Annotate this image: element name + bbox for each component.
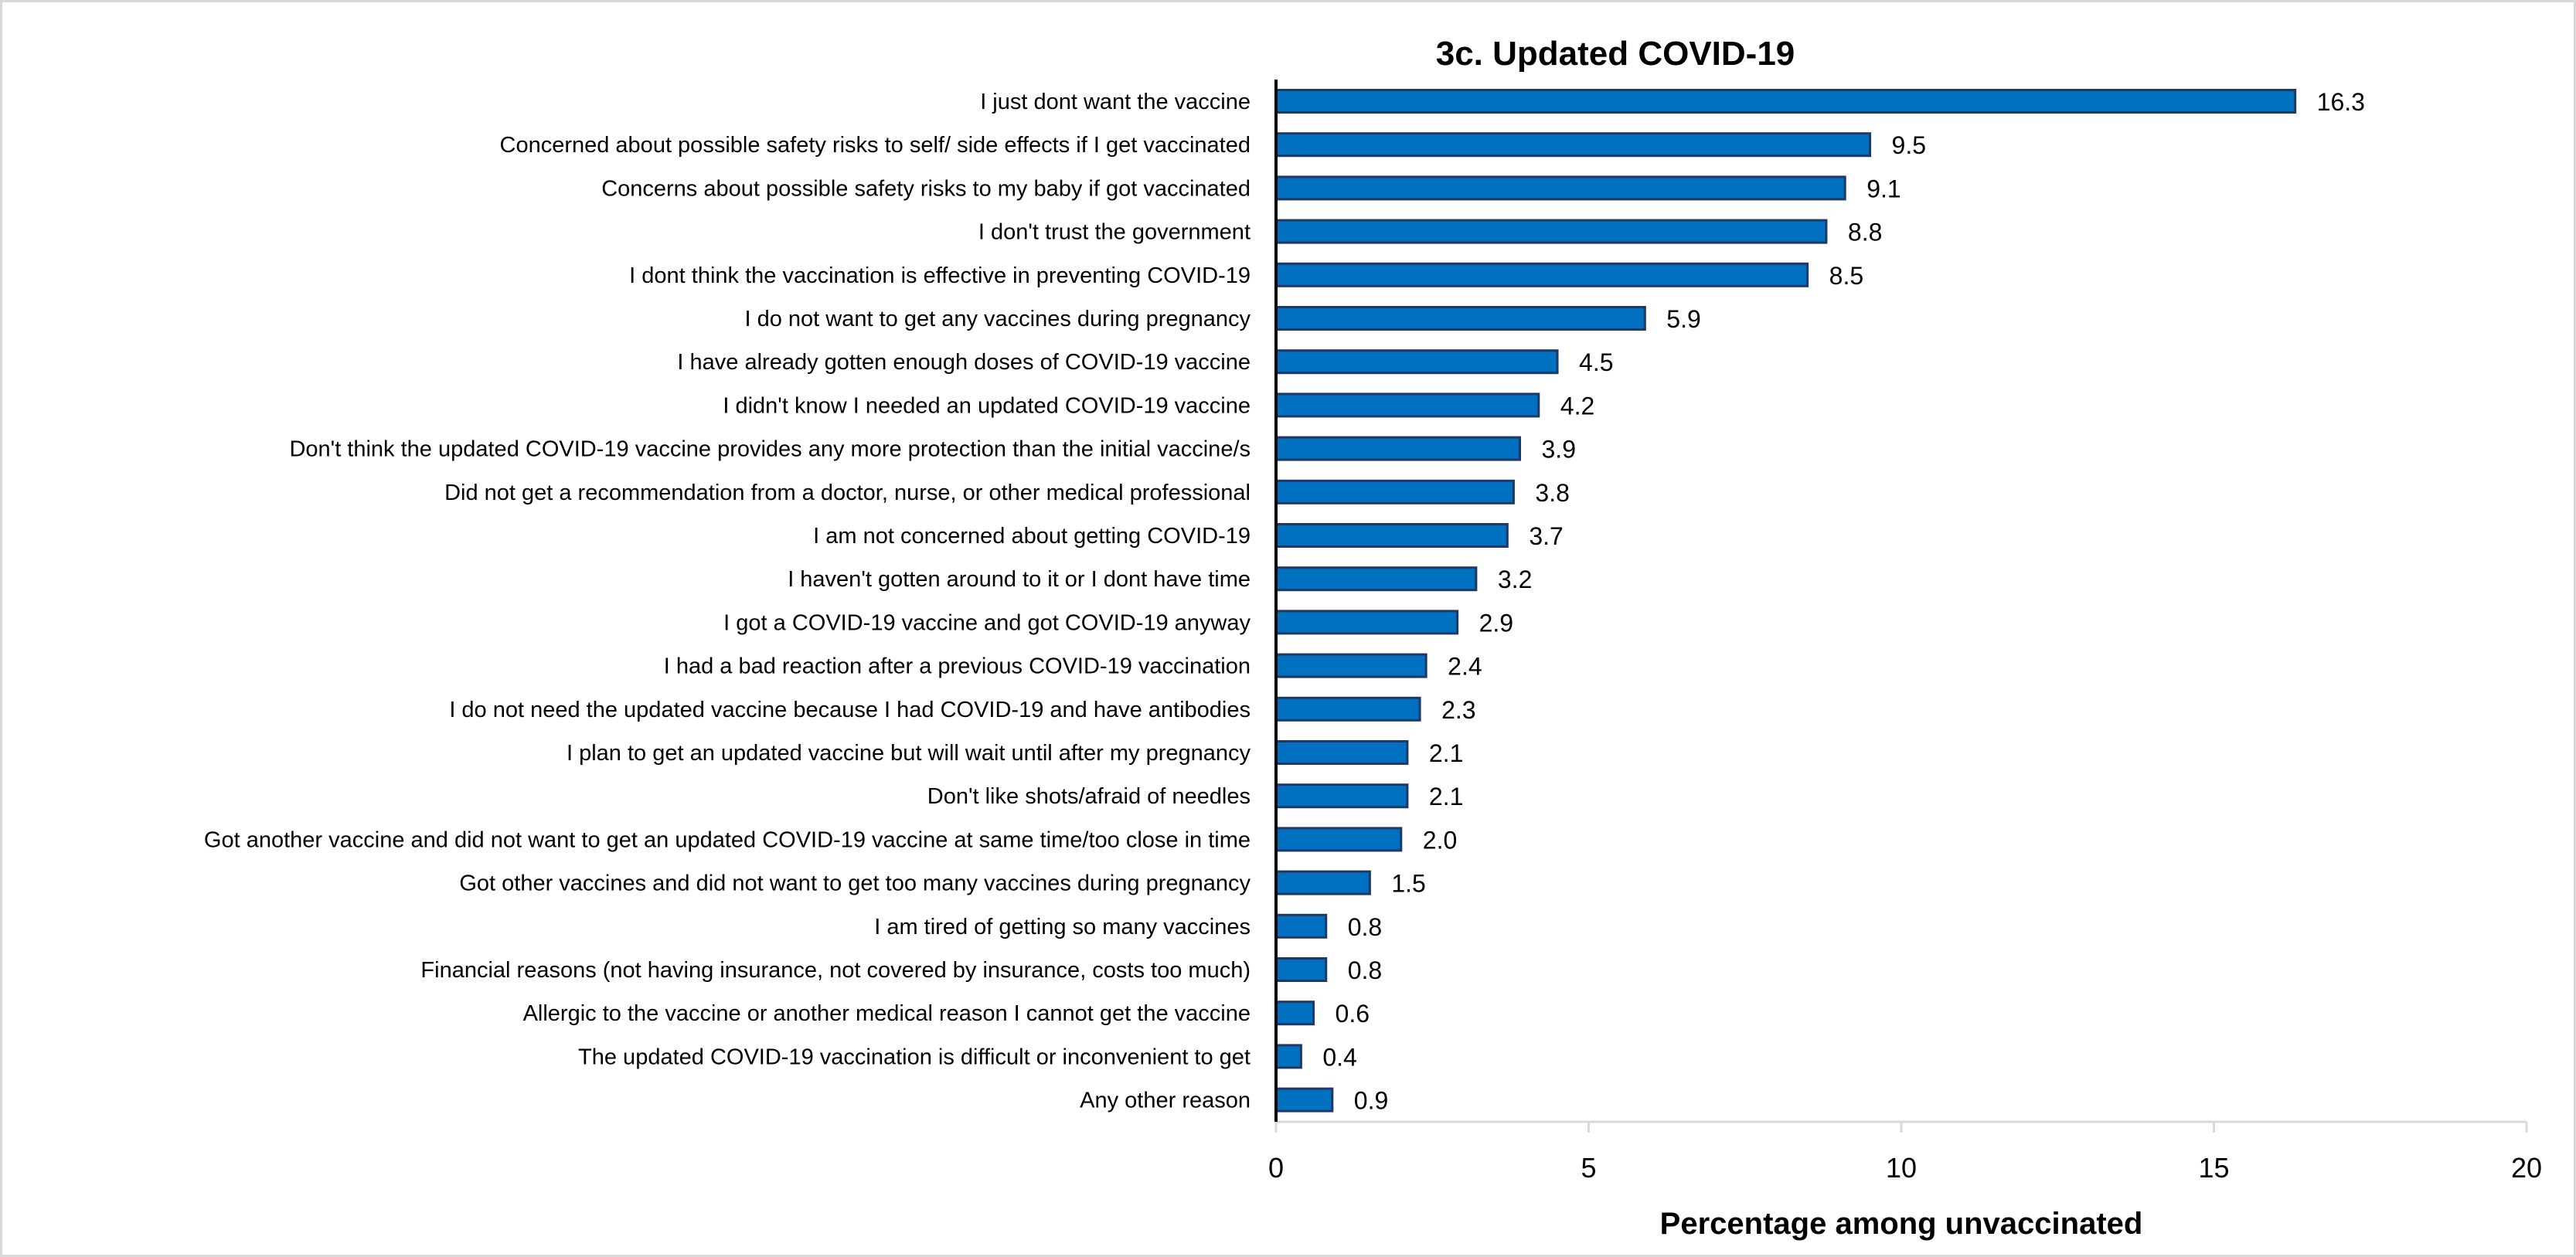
- category-label: I didn't know I needed an updated COVID-…: [723, 393, 1251, 418]
- bar: [1274, 1044, 1302, 1069]
- value-label: 8.5: [1829, 262, 1863, 290]
- bar: [1274, 523, 1509, 548]
- value-label: 16.3: [2317, 88, 2365, 116]
- category-labels: I just dont want the vaccine Concerned ab…: [204, 90, 1251, 1113]
- bar: [1274, 870, 1371, 895]
- value-label: 2.3: [1441, 696, 1475, 724]
- value-label: 0.8: [1348, 913, 1382, 941]
- category-label: I do not need the updated vaccine becaus…: [449, 698, 1251, 722]
- value-labels: 16.3 9.5 9.1 8.8 8.5 5.9 4.5 4.2 3.9 3.8 3.7 3.2 2.9…: [1322, 88, 2365, 1115]
- value-label: 2.1: [1429, 739, 1463, 767]
- value-label: 2.0: [1423, 826, 1457, 854]
- bar: [1274, 175, 1846, 201]
- bar: [1274, 740, 1409, 765]
- bar: [1274, 479, 1515, 504]
- category-label: The updated COVID-19 vaccination is diff…: [578, 1045, 1251, 1069]
- value-label: 5.9: [1666, 305, 1700, 333]
- bar: [1274, 827, 1403, 852]
- x-tick-label: 20: [2511, 1152, 2542, 1184]
- value-label: 0.4: [1322, 1043, 1356, 1071]
- category-label: Don't like shots/afraid of needles: [927, 784, 1251, 809]
- category-label: I got a COVID-19 vaccine and got COVID-1…: [723, 610, 1251, 635]
- value-label: 1.5: [1391, 870, 1425, 898]
- category-label: Got other vaccines and did not want to g…: [459, 871, 1251, 896]
- value-label: 9.1: [1866, 175, 1901, 202]
- value-label: 3.8: [1535, 479, 1569, 507]
- value-label: 4.5: [1579, 348, 1613, 376]
- category-label: Allergic to the vaccine or another medic…: [523, 1001, 1251, 1026]
- bar: [1274, 349, 1559, 375]
- x-tick-label: 15: [2198, 1152, 2229, 1184]
- x-tick-label: 5: [1581, 1152, 1596, 1184]
- bar: [1274, 1087, 1334, 1113]
- category-label: I had a bad reaction after a previous CO…: [664, 654, 1251, 679]
- bar: [1274, 219, 1828, 244]
- category-label: I dont think the vaccination is effectiv…: [629, 263, 1251, 288]
- value-label: 2.1: [1429, 783, 1463, 810]
- category-label: Concerned about possible safety risks to…: [500, 133, 1251, 158]
- category-label: Got another vaccine and did not want to …: [204, 827, 1251, 852]
- bar: [1274, 957, 1328, 982]
- value-label: 0.8: [1348, 956, 1382, 984]
- category-label: I am tired of getting so many vaccines: [874, 915, 1251, 939]
- bar: [1274, 132, 1872, 158]
- bar: [1274, 783, 1409, 809]
- value-label: 2.9: [1479, 609, 1513, 637]
- value-label: 2.4: [1448, 653, 1482, 681]
- category-label: Any other reason: [1080, 1089, 1251, 1113]
- bar: [1274, 89, 2297, 114]
- value-label: 0.9: [1354, 1087, 1388, 1115]
- bar: [1274, 913, 1328, 939]
- category-label: I have already gotten enough doses of CO…: [677, 350, 1251, 375]
- category-label: Don't think the updated COVID-19 vaccine…: [289, 437, 1251, 462]
- bar: [1274, 436, 1522, 461]
- category-label: I am not concerned about getting COVID-1…: [813, 524, 1251, 549]
- x-tick-label: 10: [1886, 1152, 1917, 1184]
- category-label: Financial reasons (not having insurance,…: [420, 958, 1251, 983]
- category-label: I don't trust the government: [978, 220, 1251, 245]
- chart-title: 3c. Updated COVID-19: [1436, 35, 1795, 73]
- value-label: 8.8: [1848, 219, 1882, 246]
- bar: [1274, 392, 1540, 418]
- category-label: Did not get a recommendation from a doct…: [444, 481, 1251, 505]
- value-label: 3.2: [1498, 566, 1532, 593]
- category-label: Concerns about possible safety risks to …: [601, 176, 1251, 201]
- category-label: I do not want to get any vaccines during…: [744, 307, 1251, 331]
- category-label: I haven't gotten around to it or I dont …: [788, 567, 1251, 592]
- value-label: 9.5: [1892, 131, 1926, 159]
- bars-group: [1274, 89, 2297, 1113]
- bar: [1274, 1001, 1315, 1026]
- value-label: 3.9: [1542, 436, 1576, 464]
- bar: [1274, 306, 1646, 331]
- category-label: I just dont want the vaccine: [980, 90, 1251, 114]
- bar: [1274, 262, 1809, 287]
- x-axis-title: Percentage among unvaccinated: [1660, 1207, 2143, 1241]
- bar: [1274, 653, 1428, 678]
- x-tick-label: 0: [1268, 1152, 1284, 1184]
- bar: [1274, 696, 1421, 722]
- x-axis: 0 5 10 15 20: [1268, 1120, 2542, 1184]
- bar: [1274, 610, 1459, 635]
- value-label: 3.7: [1529, 522, 1563, 550]
- value-label: 4.2: [1560, 392, 1594, 420]
- bar: [1274, 566, 1478, 592]
- value-label: 0.6: [1336, 1000, 1370, 1028]
- category-label: I plan to get an updated vaccine but wil…: [567, 741, 1251, 766]
